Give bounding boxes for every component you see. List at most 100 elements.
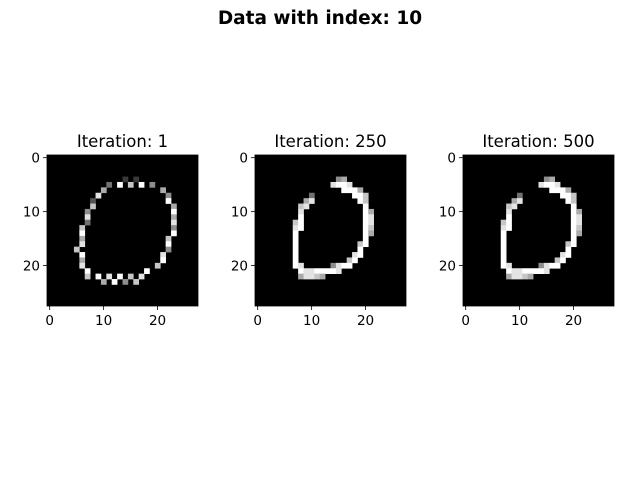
heatmap-cell (362, 214, 369, 221)
subplot-title: Iteration: 500 (482, 132, 594, 151)
heatmap-cell (576, 225, 582, 231)
heatmap-cell (357, 192, 364, 199)
heatmap-cell (565, 252, 572, 258)
heatmap-cell (160, 257, 166, 264)
heatmap-cell (368, 208, 374, 215)
subplots-group: Iteration: 1 0 10 20 0 10 20 Iteration: 250 0 10 2… (23, 132, 615, 329)
heatmap-cell (357, 241, 364, 248)
heatmap-cell (554, 187, 561, 194)
heatmap-cell (506, 219, 512, 226)
axes-frame (46, 154, 199, 307)
heatmap-cell (100, 279, 107, 285)
heatmap-cell (570, 198, 577, 204)
heatmap-cell (292, 241, 299, 248)
heatmap-cell (133, 176, 140, 183)
heatmap-cell (90, 198, 96, 204)
heatmap-cell (368, 230, 374, 237)
heatmap-cell (565, 246, 572, 253)
subplot-title: Iteration: 250 (274, 132, 386, 151)
heatmap-cell (165, 241, 172, 248)
heatmap-cell (138, 273, 145, 280)
heatmap-cell (560, 252, 566, 258)
y-tick-label: 0 (31, 151, 40, 167)
heatmap-cell (362, 192, 369, 199)
heatmap-cell (500, 262, 507, 269)
heatmap-cell (111, 279, 118, 285)
heatmap-cell (84, 214, 91, 221)
x-tick-label: 20 (149, 313, 166, 329)
heatmap-cell (292, 252, 299, 258)
heatmap-cell (352, 192, 358, 199)
heatmap-cell (298, 268, 304, 274)
heatmap-cell (79, 252, 86, 258)
heatmap-cell (298, 208, 304, 215)
x-tick-label: 10 (303, 313, 320, 329)
heatmap-cell (506, 208, 512, 215)
heatmap-cell (522, 273, 529, 280)
y-tick-label: 0 (239, 151, 248, 167)
x-tick-label: 0 (45, 313, 54, 329)
heatmap-cell (543, 262, 550, 269)
axes-frame (462, 154, 615, 307)
heatmap-cell (292, 246, 299, 253)
heatmap-cell (352, 257, 358, 264)
heatmap-cell (570, 192, 577, 199)
heatmap-cell (538, 268, 545, 274)
y-tick-label: 10 (439, 205, 456, 221)
heatmap-cell (500, 225, 507, 231)
heatmap-cell (565, 241, 572, 248)
heatmap-cell (117, 273, 123, 280)
heatmap-cell (549, 187, 556, 194)
heatmap-cell (127, 273, 134, 280)
heatmap-cell (160, 187, 166, 194)
heatmap-cell (522, 268, 529, 274)
heatmap-cell (362, 230, 369, 237)
heatmap-cell (346, 262, 353, 269)
heatmap-cell (308, 192, 315, 199)
heatmap-cell (576, 208, 582, 215)
subplot-3: Iteration: 500 0 10 20 0 10 20 (439, 132, 615, 329)
heatmap-background (463, 155, 614, 306)
heatmap-cell (554, 257, 561, 264)
heatmap-cell (106, 181, 113, 188)
heatmap-cell (570, 203, 577, 210)
heatmap-cell (292, 257, 299, 264)
heatmap-cell (527, 273, 534, 280)
heatmap-cell (570, 241, 577, 248)
heatmap-cell (298, 214, 304, 221)
heatmap-cell (500, 257, 507, 264)
heatmap-cell (100, 187, 107, 194)
heatmap-cell (362, 241, 369, 248)
heatmap-cell (362, 235, 369, 242)
y-tick-label: 20 (231, 259, 248, 275)
heatmap-cell (516, 273, 523, 280)
heatmap-cell (533, 268, 539, 274)
heatmap-cell (506, 225, 512, 231)
heatmap-cell (308, 273, 315, 280)
y-tick-label: 20 (23, 259, 40, 275)
heatmap-cell (122, 279, 129, 285)
heatmap-cell (335, 268, 342, 274)
heatmap-cell (79, 225, 86, 231)
heatmap-cell (84, 268, 91, 274)
heatmap-cell (560, 187, 566, 194)
heatmap-cell (570, 219, 577, 226)
heatmap-cell (292, 219, 299, 226)
heatmap-cell (527, 268, 534, 274)
subplot-title: Iteration: 1 (77, 132, 168, 151)
heatmap-cell (165, 198, 172, 204)
heatmap-cell (570, 214, 577, 221)
heatmap-cell (500, 230, 507, 237)
heatmap-cell (511, 273, 518, 280)
heatmap-cell (570, 230, 577, 237)
heatmap-cell (298, 262, 304, 269)
heatmap-cell (303, 273, 310, 280)
heatmap-cell (144, 268, 150, 274)
heatmap-cell (516, 198, 523, 204)
heatmap-cell (79, 257, 86, 264)
heatmap-cell (122, 176, 129, 183)
x-tick-label: 20 (565, 313, 582, 329)
heatmap-cell (341, 187, 348, 194)
heatmap-cell (335, 262, 342, 269)
heatmap-cell (506, 262, 512, 269)
